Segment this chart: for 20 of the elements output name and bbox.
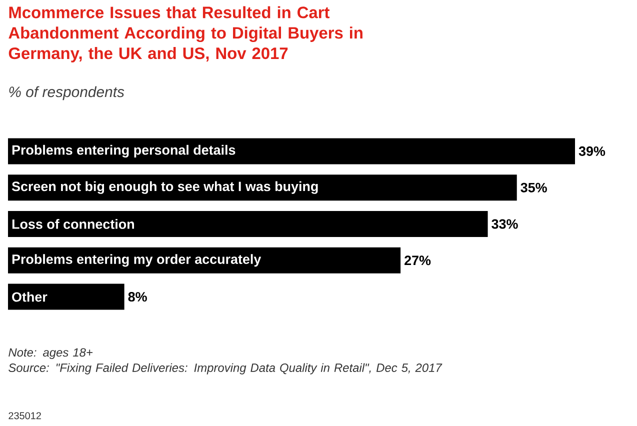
- data-label: 8%: [128, 292, 147, 302]
- bar: [8, 174, 517, 201]
- bar: [8, 211, 488, 238]
- bar: [8, 247, 401, 274]
- bar: [8, 284, 124, 310]
- y-tick-label: Problems entering personal details: [12, 144, 236, 158]
- data-label: 35%: [520, 182, 547, 192]
- y-tick-label: Other: [12, 292, 48, 302]
- y-tick-label: Screen not big enough to see what I was buying: [12, 181, 318, 194]
- data-label: 33%: [492, 219, 518, 229]
- data-label: 39%: [578, 146, 606, 156]
- y-tick-label: Problems entering my order accurately: [12, 254, 262, 267]
- source-note: Source: "Fixing Failed Deliveries: Improving Data Quality in Retail", Dec 5, 2017: [8, 363, 442, 374]
- bar: [8, 138, 576, 164]
- y-tick-label: Loss of connection: [12, 219, 134, 229]
- text: 235012: [8, 412, 41, 420]
- chart-title: Mcommerce Issues that Resulted in Cart Abandonment According to Digital Buyers in Germany, the UK and US, Nov 2017: [8, 6, 362, 62]
- data-label: 27%: [404, 256, 431, 266]
- chart-subtitle: % of respondents: [9, 86, 124, 100]
- text: Note: ages 18+: [8, 348, 93, 360]
